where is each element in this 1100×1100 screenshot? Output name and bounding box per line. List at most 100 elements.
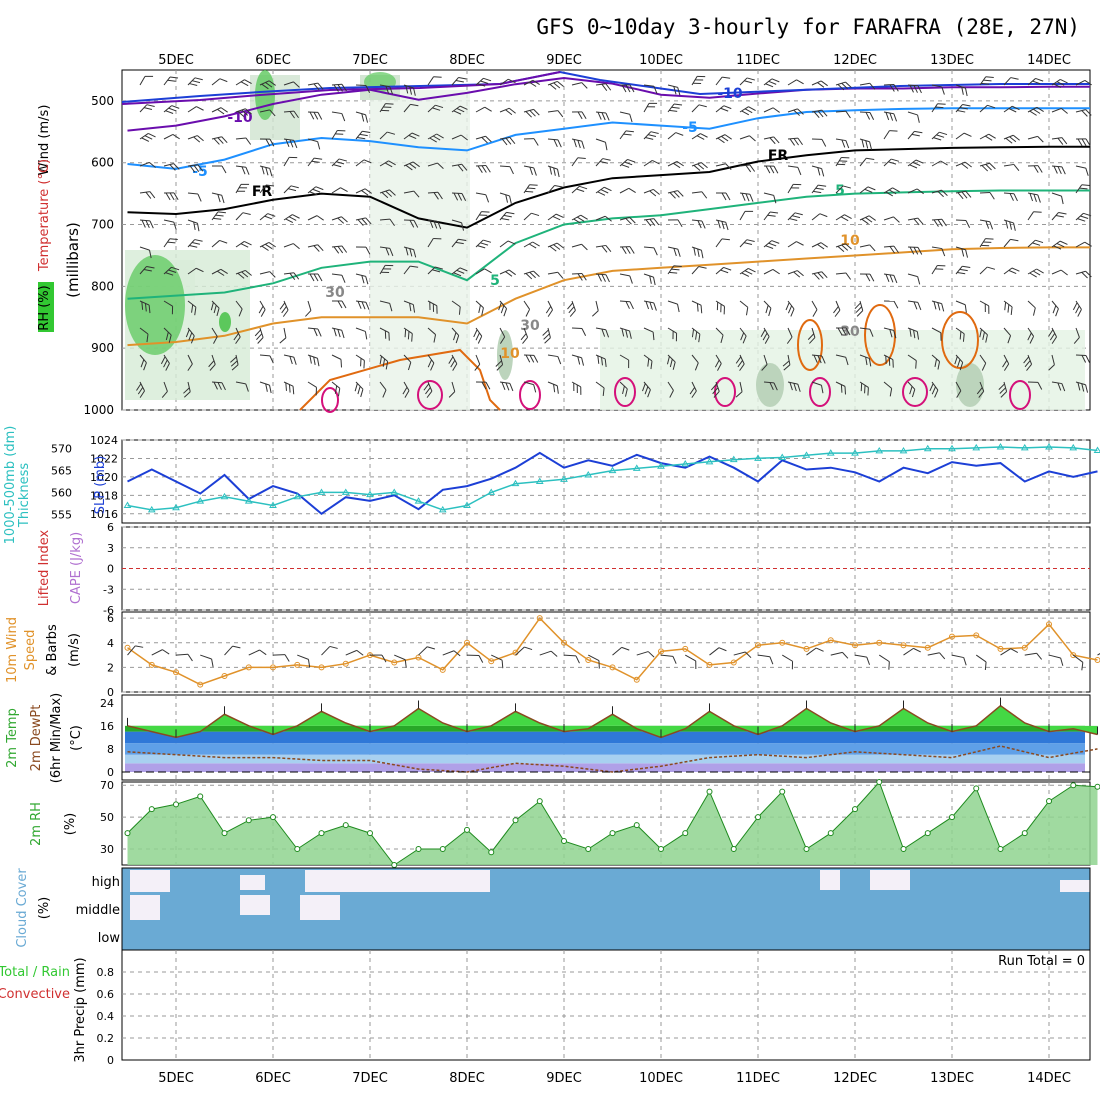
barb-flag [914,130,923,134]
rh-point [1021,830,1028,837]
barb-flag [628,187,636,194]
wind-barb [499,136,516,146]
barb-flag [529,81,537,87]
barb-staff [187,164,198,167]
barb-flag [965,190,972,198]
y-tick-precip: 0.4 [97,1010,115,1023]
barb-flag [217,194,221,203]
barb-staff [811,80,822,86]
wind-barb [714,354,722,371]
y-tick-thickness: 555 [51,508,72,521]
barb-flag [338,158,347,162]
barb-staff [739,300,749,308]
wind-barb [955,103,971,113]
barb-flag [532,79,540,86]
barb-staff [571,214,581,221]
wind-barb [811,354,826,364]
wind-barb [379,103,394,113]
wind-barb [427,104,444,113]
wind-barb [979,219,994,230]
barb-flag [672,331,674,340]
barb-staff [715,381,720,392]
barb-flag [1052,305,1057,314]
barb-flag [739,363,745,371]
barb-flag [1029,336,1035,344]
ylabel-millibars: (millibars) [64,222,82,298]
barb-flag [1061,195,1064,205]
wind-barb [307,381,317,396]
barb-staff [739,192,750,195]
barb-staff [955,246,966,251]
wind-barb [859,273,875,282]
barb-staff [355,273,366,277]
wind10m-barb [491,654,504,669]
barb-staff [307,157,315,167]
wind-barb [451,267,468,277]
wind-barb [859,82,876,90]
barb-flag [985,76,994,79]
wind10m-barb [345,649,364,656]
wind-barb [163,105,180,114]
barb-staff [955,300,966,306]
barb-flag [405,85,409,94]
barb-staff [1051,300,1059,309]
barb-staff [787,270,798,275]
barb-staff [907,381,916,390]
wind-barb [643,102,658,113]
barb-flag [652,332,655,341]
barb-flag [1033,165,1039,173]
barb-flag [245,167,250,175]
wind-barb [667,161,684,169]
wind-barb [571,111,587,120]
barb-staff [811,354,822,357]
wind-barb [331,130,346,140]
wind-barb [787,108,804,116]
barb-flag [241,166,246,175]
barb-flag [146,265,155,269]
barb-staff [403,132,413,140]
barb-flag [569,310,576,317]
cloud-clear-patch [870,870,910,890]
barb-flag [285,218,294,224]
wind10m-barb [660,654,677,664]
barb-flag [410,103,419,107]
barb-flag [697,163,705,170]
barb-flag [645,301,650,310]
barb-flag [821,168,825,177]
wind-barb [187,135,204,143]
barb-flag [957,359,961,368]
barb-staff [643,327,654,333]
thickness-point [584,470,593,478]
barb-staff [187,327,195,337]
date-label-top: 12DEC [833,53,877,68]
barb-flag [985,334,988,343]
barb-flag [1081,383,1085,392]
wind-barb [955,327,965,342]
barb-staff [979,266,988,275]
barb-staff [427,381,433,392]
barb-flag [241,271,249,278]
wind-barb [571,272,587,281]
barb-staff [307,186,317,194]
barb-flag [1079,187,1088,190]
barb-flag [389,248,394,257]
wind-barb [139,327,149,343]
barb-staff [1075,354,1087,357]
wind-barb [787,183,802,194]
thickness-point [293,492,302,500]
barb-flag [1081,662,1084,671]
isotherm-5 [127,246,1090,347]
wind-barb [1027,192,1041,203]
wind-barb [139,300,151,314]
y-tick-li: -3 [103,583,114,596]
ylabel-cloud-cover: Cloud Cover [15,868,30,948]
barb-staff [187,219,198,224]
wind-barb [499,211,515,221]
barb-staff [547,327,551,338]
date-label-top: 14DEC [1027,53,1071,68]
barb-flag [168,269,177,273]
barb-flag [933,219,939,227]
barb-flag [341,330,345,339]
barb-flag [264,215,273,220]
barb-flag [817,355,822,364]
